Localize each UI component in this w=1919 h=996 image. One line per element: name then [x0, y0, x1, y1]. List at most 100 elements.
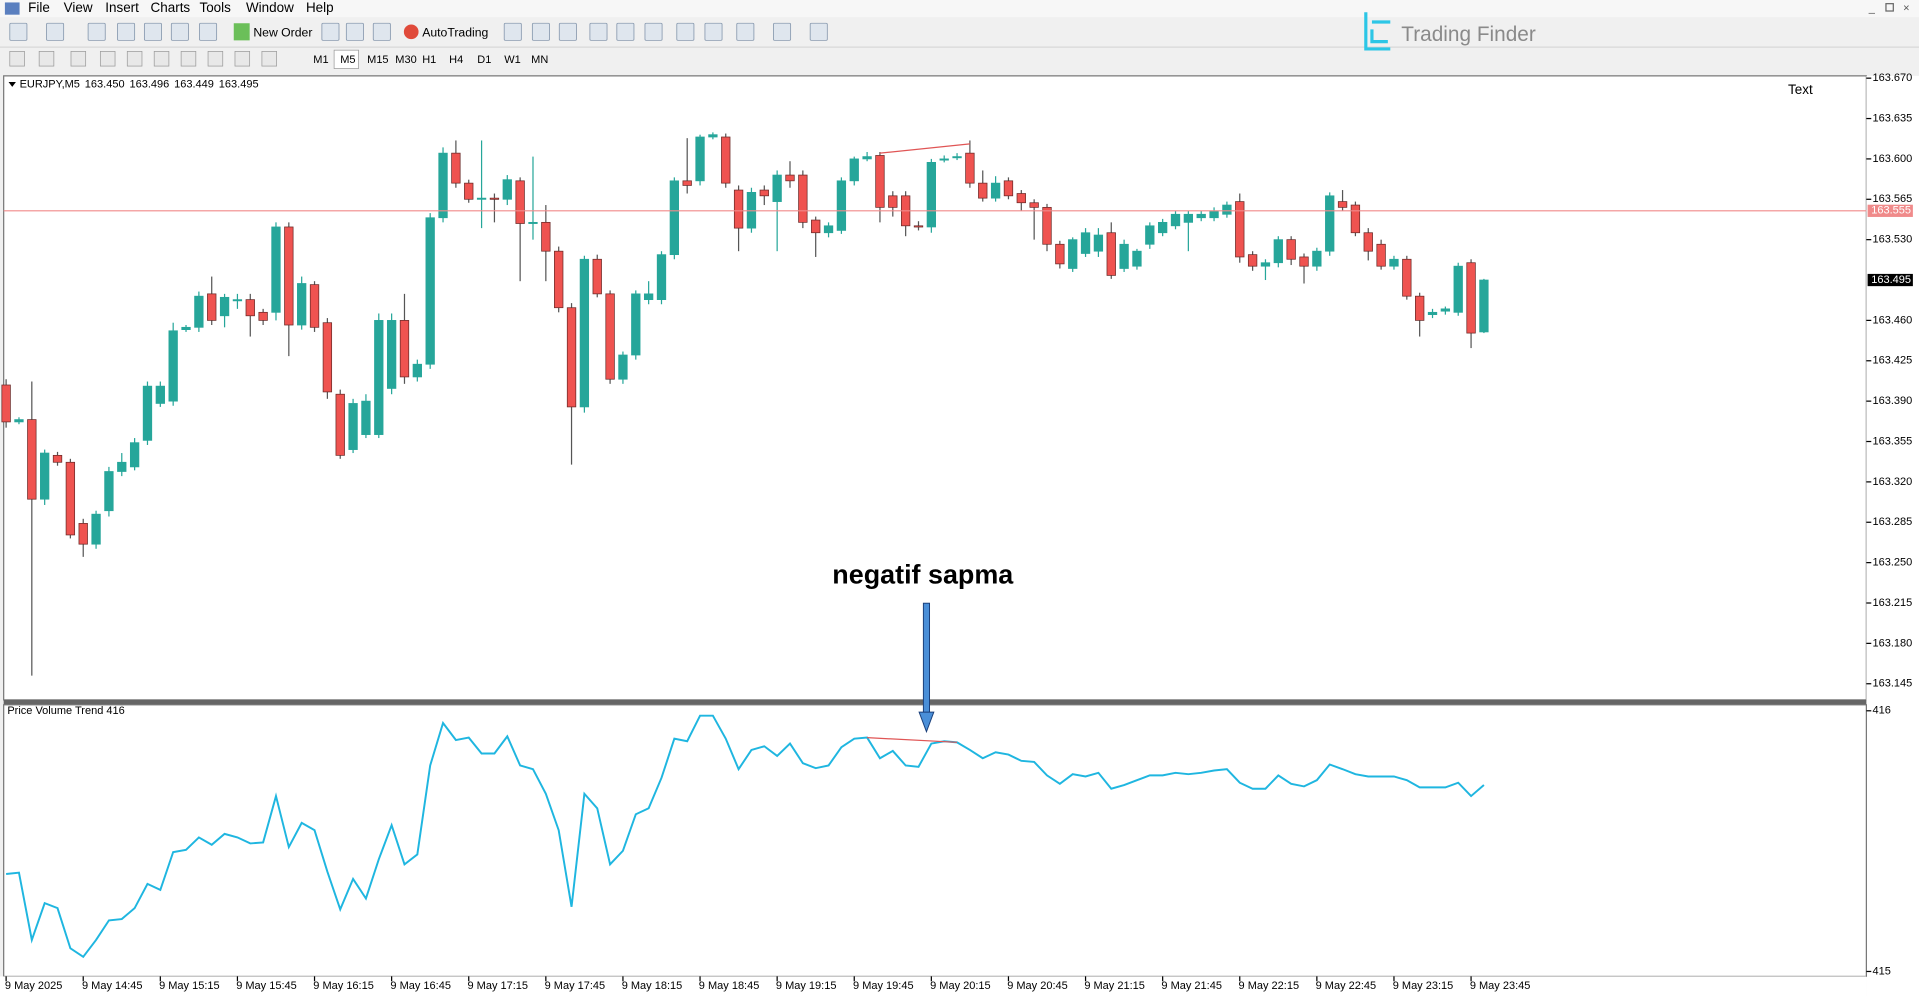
candle-body	[798, 174, 808, 223]
candle-body	[451, 152, 461, 184]
tool-icon[interactable]	[153, 51, 170, 67]
toolbar-icon[interactable]	[644, 22, 663, 41]
candle-body	[811, 219, 821, 234]
x-tick-label: 9 May 23:45	[1470, 980, 1531, 992]
toolbar-icon[interactable]	[809, 22, 828, 41]
y-tick-label: 163.565	[1872, 193, 1912, 205]
candle-body	[207, 293, 217, 321]
menu-item[interactable]: Window	[246, 0, 294, 15]
tool-icon[interactable]	[9, 51, 25, 67]
tool-icon[interactable]	[261, 51, 277, 67]
x-tick-label: 9 May 22:15	[1239, 980, 1300, 992]
logo-icon	[1364, 12, 1391, 51]
tool-icon[interactable]	[126, 51, 143, 67]
candle-body	[592, 258, 602, 295]
x-tick-label: 9 May 20:15	[930, 980, 991, 992]
candle-body	[412, 363, 422, 378]
toolbar-icon[interactable]	[773, 22, 792, 41]
toolbar-icon[interactable]	[558, 22, 577, 41]
candle-body	[104, 471, 114, 512]
candle-body	[978, 182, 988, 199]
candle-body	[541, 221, 551, 252]
candle-body	[335, 393, 345, 456]
timeframe[interactable]: M15	[367, 54, 388, 66]
toolbar-icon[interactable]	[117, 22, 136, 41]
chart-header: EURJPY,M5 163.450 163.496 163.449 163.495	[20, 78, 259, 90]
restore[interactable]	[1885, 3, 1894, 12]
tool-icon[interactable]	[207, 51, 224, 67]
symbol: EURJPY,M5	[20, 78, 80, 90]
toolbar-button[interactable]: AutoTrading	[422, 25, 488, 39]
candle-body	[1453, 265, 1463, 313]
minimize[interactable]: _	[1868, 2, 1876, 14]
menu-item[interactable]: Insert	[105, 0, 139, 15]
candle-body	[258, 311, 268, 321]
menu-item[interactable]: File	[28, 0, 50, 15]
tool-icon[interactable]	[180, 51, 197, 67]
toolbar-icon[interactable]	[616, 22, 635, 41]
candle-body	[40, 452, 50, 500]
candle-body	[631, 293, 641, 356]
new-order-icon[interactable]	[233, 23, 250, 41]
menu-item[interactable]: Help	[306, 0, 334, 15]
ohlc-high: 163.496	[129, 78, 169, 90]
toolbar-icon[interactable]	[199, 22, 218, 41]
toolbar-icon[interactable]	[676, 22, 695, 41]
menu-item[interactable]: Charts	[151, 0, 191, 15]
toolbar-icon[interactable]	[46, 22, 65, 41]
candle-body	[669, 180, 679, 256]
menu-item[interactable]: View	[64, 0, 93, 15]
pane-separator	[3, 699, 1867, 705]
tool-icon[interactable]	[70, 51, 87, 67]
toolbar-button[interactable]: New Order	[253, 25, 312, 39]
toolbar-icon[interactable]	[372, 22, 391, 41]
timeframe[interactable]: D1	[477, 54, 491, 66]
x-tick-label: 9 May 23:15	[1393, 980, 1454, 992]
tool-icon[interactable]	[99, 51, 116, 67]
timeframe[interactable]: M30	[395, 54, 416, 66]
candle-body	[1119, 243, 1129, 269]
timeframe[interactable]: M1	[313, 54, 328, 66]
timeframe[interactable]: H4	[449, 54, 463, 66]
last-price-label: 163.495	[1871, 274, 1911, 286]
toolbar-icon[interactable]	[704, 22, 723, 41]
tool-icon[interactable]	[38, 51, 55, 67]
toolbar-icon[interactable]	[531, 22, 550, 41]
tool-icon[interactable]	[234, 51, 251, 67]
toolbar-icon[interactable]	[736, 22, 755, 41]
toolbar-icon[interactable]	[87, 22, 106, 41]
timeframe[interactable]: MN	[531, 54, 548, 66]
autotrading-icon[interactable]	[403, 24, 419, 40]
y-tick-label: 163.390	[1872, 395, 1912, 407]
y-tick-label: 163.670	[1872, 72, 1912, 84]
toolbar-icon[interactable]	[321, 22, 340, 41]
timeframe[interactable]: W1	[504, 54, 521, 66]
y-tick-label: 163.320	[1872, 476, 1912, 488]
timeframe[interactable]: H1	[422, 54, 436, 66]
toolbar-icon[interactable]	[170, 22, 189, 41]
indicator-pane	[3, 704, 1867, 978]
x-tick-label: 9 May 18:15	[622, 980, 683, 992]
toolbar-icon[interactable]	[345, 22, 364, 41]
close[interactable]: ×	[1903, 2, 1909, 14]
candle-body	[1132, 250, 1142, 267]
x-tick-label: 9 May 21:15	[1084, 980, 1145, 992]
toolbar-icon[interactable]	[589, 22, 608, 41]
candle-body	[1106, 232, 1116, 276]
toolbar-icon[interactable]	[143, 22, 162, 41]
candle-body	[117, 461, 127, 472]
candle-body	[1402, 258, 1412, 297]
candle-body	[1029, 202, 1039, 208]
toolbar-icon[interactable]	[9, 22, 28, 41]
x-tick-label: 9 May 17:15	[468, 980, 529, 992]
candle-body	[1068, 239, 1078, 269]
toolbar-icon[interactable]	[503, 22, 522, 41]
candle-body	[1273, 239, 1283, 264]
candle-body	[1299, 256, 1309, 267]
candle-body	[952, 156, 962, 159]
x-tick-label: 9 May 15:45	[236, 980, 297, 992]
y-tick-label: 415	[1872, 965, 1890, 977]
candle-body	[1080, 232, 1091, 254]
menu-item[interactable]: Tools	[199, 0, 231, 15]
timeframe[interactable]: M5	[340, 54, 355, 66]
